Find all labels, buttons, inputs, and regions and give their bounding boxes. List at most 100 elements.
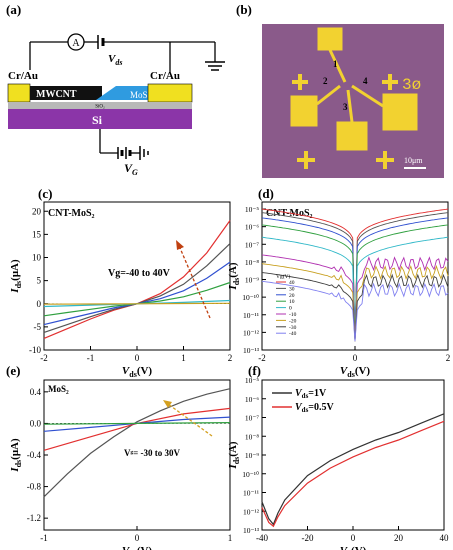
y-tick-label-f: 10⁻⁹ (245, 451, 259, 460)
y-tick-label-e: 0.0 (30, 418, 42, 428)
x-tick-label-d: 2 (446, 353, 451, 363)
series-line-c-0 (43, 220, 231, 339)
oxide-layer (8, 102, 192, 109)
panel-f-label: (f) (248, 363, 261, 378)
legend-label-d-4: 0 (289, 306, 292, 312)
y-tick-label-d: 10⁻¹³ (243, 346, 260, 355)
ammeter-label: A (72, 38, 80, 49)
ground-icon (205, 61, 225, 71)
y-tick-label-d: 10⁻¹¹ (243, 311, 259, 320)
y-tick-label-e: -0.8 (27, 482, 42, 492)
chart-title-d: CNT-MoS₂ (266, 208, 313, 219)
x-tick-label-f: -20 (302, 533, 314, 543)
pad-number-4: 4 (363, 76, 368, 86)
plot-frame-f (261, 379, 445, 531)
legend-label-d-8: -40 (289, 331, 297, 337)
x-tick-label-e: -1 (40, 533, 48, 543)
y-tick-label-f: 10⁻¹³ (243, 526, 260, 535)
series-line-c-5 (43, 302, 231, 305)
y-tick-label-d: 10⁻⁶ (245, 223, 259, 232)
micrograph-electrodes (290, 27, 418, 151)
legend-label-d-0: 40 (289, 280, 295, 286)
y-tick-label-f: 10⁻⁶ (245, 395, 259, 404)
silicon-label: Si (92, 113, 103, 127)
x-tick-label-e: 1 (228, 533, 233, 543)
y-tick-label-f: 10⁻¹⁰ (242, 470, 259, 479)
x-tick-label-f: 0 (351, 533, 356, 543)
x-tick-label-c: -1 (87, 353, 95, 363)
panel-b-label: (b) (236, 2, 252, 17)
x-axis-label-f: Vg(V) (340, 545, 367, 550)
y-axis-label-d: Ids(A) (227, 262, 241, 290)
legend-label-d-1: 30 (289, 286, 295, 292)
x-tick-label-e: 0 (135, 533, 140, 543)
legend-label-d-2: 20 (289, 293, 295, 299)
arrow-shaft-c (179, 247, 211, 319)
arrow-head-c (176, 240, 184, 250)
y-tick-label-c: 10 (32, 253, 42, 263)
y-tick-label-f: 10⁻¹² (243, 507, 260, 516)
gate-battery-icon (117, 147, 132, 159)
panel-b: (b) 1 2 3 4 3ø 10μm (236, 2, 444, 178)
electrode-right (147, 83, 193, 103)
vg-label: VG (124, 161, 138, 177)
mwcnt-label: MWCNT (36, 89, 77, 100)
y-tick-label-f: 10⁻⁸ (245, 432, 259, 441)
panel-a: (a) A Vds Cr/Au Cr/Au MWCNT MoS2 SiO₂ Si (6, 2, 225, 177)
annotation-c: Vg=-40 to 40V (108, 268, 171, 279)
y-tick-label-f: 10⁻¹¹ (243, 489, 259, 498)
chart-d: -2 0 210⁻¹³10⁻¹²10⁻¹¹10⁻¹⁰10⁻⁹10⁻⁸10⁻⁷10⁻⁶… (227, 201, 451, 379)
pad-number-3: 3 (343, 102, 348, 112)
x-tick-label-d: 0 (353, 353, 358, 363)
annotation-e: Vᵍ= -30 to 30V (124, 448, 181, 458)
y-axis-label-f: Ids(A) (227, 441, 241, 469)
y-tick-label-d: 10⁻¹² (243, 328, 260, 337)
x-axis-label-e: Vds(V) (122, 545, 153, 550)
gate-ground-icon (139, 146, 149, 160)
y-tick-label-e: 0.4 (30, 387, 42, 397)
oxide-label: SiO₂ (95, 105, 105, 110)
electrode-left-label: Cr/Au (8, 70, 38, 82)
y-tick-label-e: -0.4 (27, 450, 42, 460)
series-line-f-1 (261, 420, 445, 528)
x-tick-label-c: 1 (181, 353, 186, 363)
mos2-label: MoS2 (130, 90, 151, 102)
y-tick-label-f: 10⁻⁵ (245, 376, 259, 385)
x-tick-label-f: 20 (394, 533, 404, 543)
micrograph-alignment-marks (292, 74, 398, 169)
y-tick-label-c: -10 (29, 345, 41, 355)
chart-title-e: MoS₂ (48, 384, 69, 394)
y-tick-label-c: 20 (32, 206, 42, 216)
x-axis-label-c: Vds(V) (122, 365, 153, 379)
legend-label-d-7: -30 (289, 325, 297, 331)
electrode-left (7, 83, 31, 103)
legend-label-f-1: Vds=0.5V (295, 402, 334, 414)
legend-title-d: Vg(V) (276, 273, 291, 280)
mos2-layer (96, 86, 148, 100)
x-tick-label-f: -40 (256, 533, 268, 543)
x-axis-label-d: Vds(V) (340, 365, 371, 379)
x-tick-label-f: 40 (440, 533, 450, 543)
vds-label: Vds (108, 53, 122, 67)
x-tick-label-c: -2 (40, 353, 48, 363)
x-tick-label-d: -2 (258, 353, 266, 363)
pad-number-2: 2 (323, 76, 328, 86)
panel-a-label: (a) (6, 2, 21, 17)
legend-label-d-5: -10 (289, 312, 297, 318)
legend-label-d-6: -20 (289, 318, 297, 324)
chart-title-c: CNT-MoS₂ (48, 208, 95, 219)
y-axis-label-c: Ids(μA) (9, 259, 23, 294)
scale-bar-label: 10μm (404, 156, 423, 165)
y-tick-label-c: 5 (37, 276, 42, 286)
y-tick-label-f: 10⁻⁷ (245, 414, 259, 423)
x-tick-label-c: 2 (228, 353, 233, 363)
y-tick-label-d: 10⁻⁸ (245, 258, 259, 267)
chart-c: -2 -1 0 1 2-10-505101520Vds(V)Ids(μA)CNT-MoS… (9, 201, 233, 379)
chart-e: -1 0 1 -1.2 -0.8 -0.4 0.0 0.4 Vds(V) Ids(μA) MoS₂ V… (9, 379, 233, 550)
legend-label-d-3: 10 (289, 299, 295, 305)
y-tick-label-d: 10⁻⁵ (245, 205, 259, 214)
y-tick-label-e: -1.2 (27, 513, 41, 523)
electrode-right-label: Cr/Au (150, 70, 180, 82)
y-tick-label-d: 10⁻⁹ (245, 276, 259, 285)
